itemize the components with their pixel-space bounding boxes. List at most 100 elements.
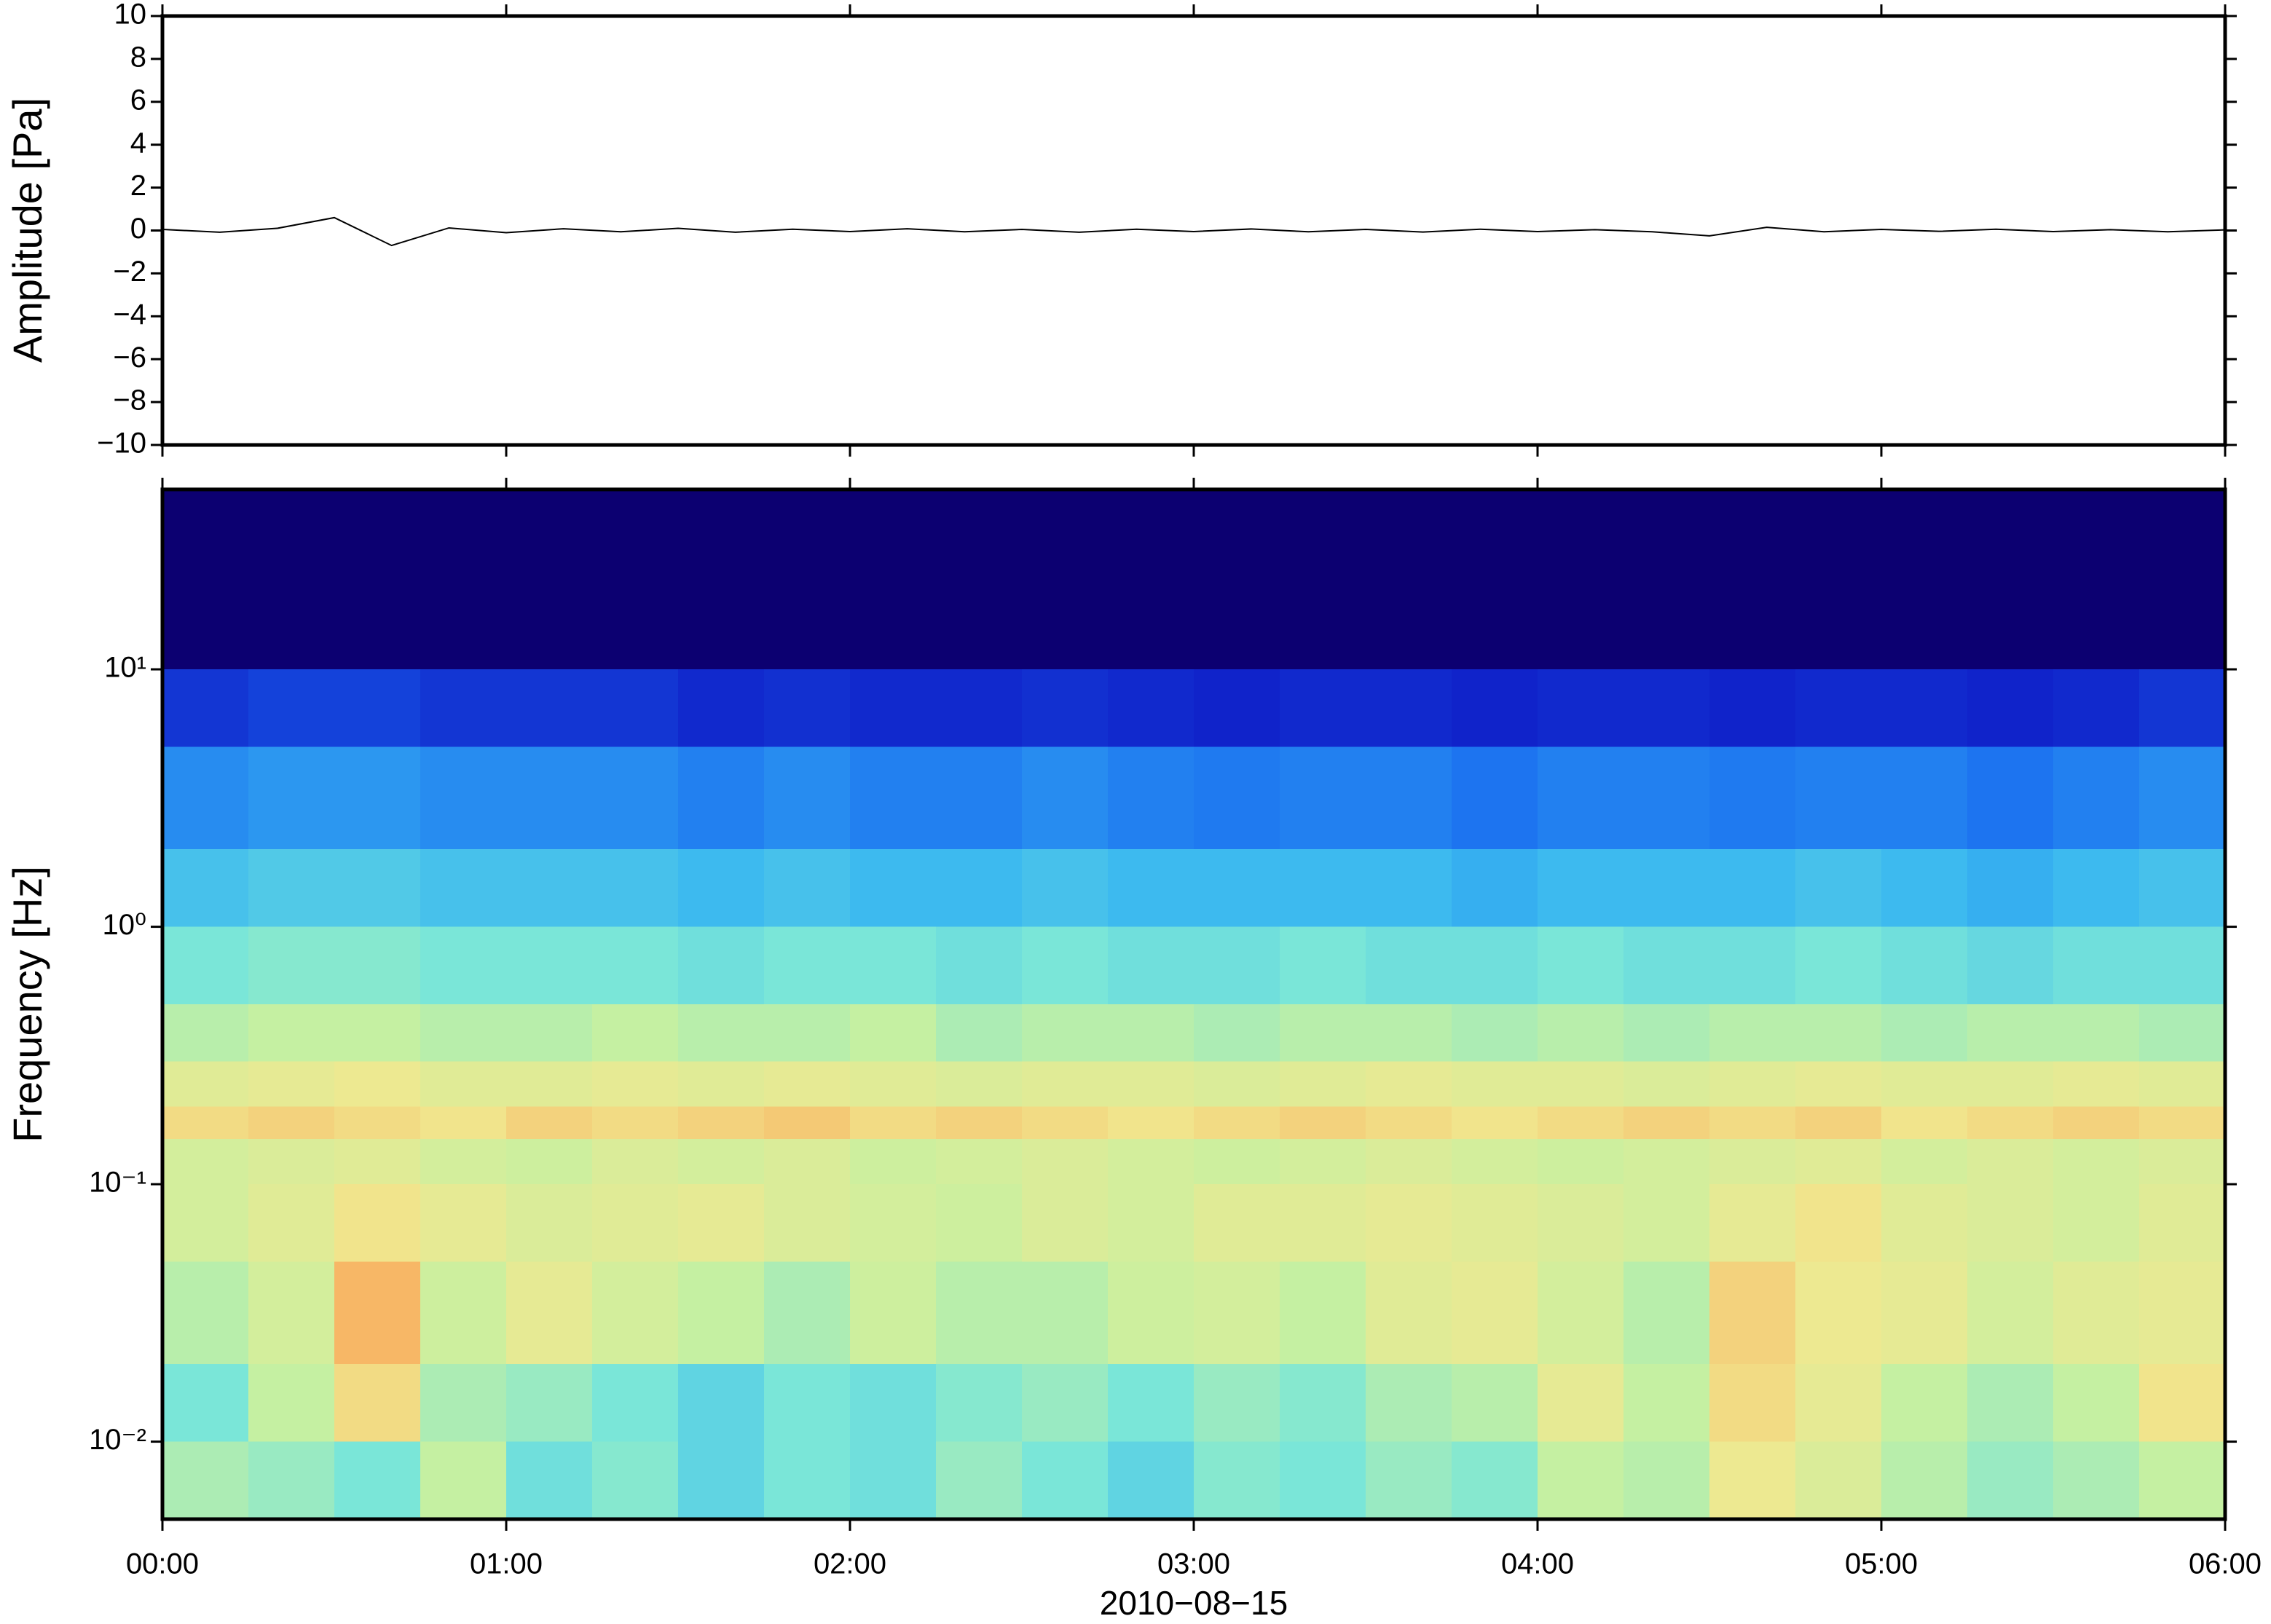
spectrogram-cell [764,1364,850,1442]
spectrogram-cell [764,1184,850,1262]
spectrogram-cell [592,1061,678,1107]
spectrogram-cell [1366,1261,1452,1365]
spectrogram-cell [1623,1061,1709,1107]
spectrogram-cell [334,849,420,927]
spectrogram-cell [936,746,1022,850]
spectrogram-cell [2139,1004,2225,1062]
x-axis-label: 2010−08−15 [1100,1584,1288,1622]
spectrogram-cell [936,1004,1022,1062]
spectrogram-cell [248,1004,334,1062]
spectrogram-cell [1280,1261,1366,1365]
spectrogram-cell [248,926,334,1004]
y-axis-label: Frequency [Hz] [4,866,50,1143]
spectrogram-cell [1967,746,2053,850]
spectrogram-cell [678,489,764,670]
y-tick-label: −2 [113,256,146,288]
spectrogram-cell [162,1061,248,1107]
spectrogram-cell [1108,1441,1194,1519]
spectrogram-cell [1795,1441,1881,1519]
spectrogram-cell [1194,1138,1280,1185]
spectrogram-cell [936,489,1022,670]
spectrogram-cell [506,849,592,927]
spectrogram-cell [1022,1138,1108,1185]
spectrogram [162,489,2225,1519]
spectrogram-cell [1194,1004,1280,1062]
spectrogram-cell [1366,1441,1452,1519]
spectrogram-cell [334,926,420,1004]
spectrogram-cell [850,669,936,747]
spectrogram-cell [1022,1261,1108,1365]
spectrogram-cell [592,1004,678,1062]
spectrogram-cell [764,746,850,850]
spectrogram-cell [764,489,850,670]
spectrogram-cell [162,746,248,850]
spectrogram-cell [2139,1138,2225,1185]
spectrogram-cell [1538,1004,1623,1062]
spectrogram-cell [2053,1061,2139,1107]
y-tick-label: 10⁰ [102,909,146,941]
spectrogram-cell [1709,1261,1795,1365]
spectrogram-cell [2139,1061,2225,1107]
spectrogram-cell [506,1364,592,1442]
spectrogram-cell [936,1261,1022,1365]
spectrogram-cell [506,926,592,1004]
spectrogram-cell [2053,926,2139,1004]
spectrogram-cell [1881,1138,1967,1185]
x-tick-label: 02:00 [814,1548,886,1580]
spectrogram-cell [850,1061,936,1107]
spectrogram-cell [162,849,248,927]
spectrogram-cell [936,1364,1022,1442]
spectrogram-cell [1452,1004,1538,1062]
spectrogram-cell [248,669,334,747]
spectrogram-cell [1280,1061,1366,1107]
spectrogram-cell [678,1261,764,1365]
spectrogram-cell [1795,849,1881,927]
spectrogram-cell [248,489,334,670]
spectrogram-cell [1623,1364,1709,1442]
spectrogram-cell [1709,1138,1795,1185]
spectrogram-cell [1967,1138,2053,1185]
y-tick-label: 8 [130,41,146,73]
spectrogram-cell [334,1106,420,1139]
y-tick-label: −6 [113,342,146,374]
spectrogram-cell [764,849,850,927]
spectrogram-cell [1881,1184,1967,1262]
spectrogram-cell [592,1441,678,1519]
spectrogram-cell [1366,746,1452,850]
spectrogram-cell [1881,849,1967,927]
spectrogram-cell [850,849,936,927]
spectrogram-cell [162,1138,248,1185]
spectrogram-cell [420,1138,506,1185]
spectrogram-cell [2139,669,2225,747]
spectrogram-cell [1108,1364,1194,1442]
spectrogram-cell [2139,1364,2225,1442]
spectrogram-cell [1194,849,1280,927]
spectrogram-cell [1194,926,1280,1004]
spectrogram-cell [1108,669,1194,747]
spectrogram-cell [1022,489,1108,670]
spectrogram-cell [1022,1004,1108,1062]
spectrogram-cell [764,1061,850,1107]
y-tick-label: 6 [130,84,146,116]
spectrogram-cell [2139,926,2225,1004]
spectrogram-cell [1452,1061,1538,1107]
spectrogram-cell [1538,1106,1623,1139]
spectrogram-cell [592,1261,678,1365]
spectrogram-cell [764,926,850,1004]
spectrogram-cell [936,669,1022,747]
y-axis-label: Amplitude [Pa] [4,98,50,363]
spectrogram-cell [764,1106,850,1139]
spectrogram-cell [334,1364,420,1442]
spectrogram-cell [1538,1261,1623,1365]
spectrogram-cell [1709,1061,1795,1107]
spectrogram-cell [592,1106,678,1139]
spectrogram-cell [1967,926,2053,1004]
spectrogram-cell [248,1364,334,1442]
spectrogram-cell [1967,489,2053,670]
spectrogram-cell [936,1061,1022,1107]
spectrogram-cell [1967,1441,2053,1519]
spectrogram-cell [1194,1441,1280,1519]
y-tick-label: 10⁻¹ [89,1167,146,1199]
spectrogram-cell [2139,1106,2225,1139]
spectrogram-cell [592,1138,678,1185]
